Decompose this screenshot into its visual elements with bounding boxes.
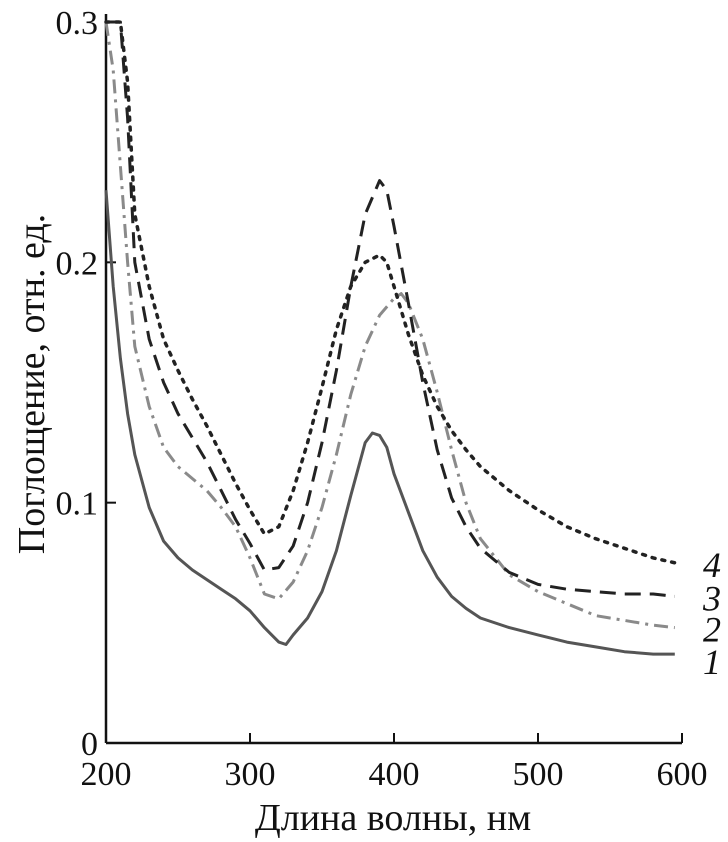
series-4-label: 4 xyxy=(703,545,721,585)
series-1-label: 1 xyxy=(703,642,721,682)
y-axis-title: Поглощение, отн. ед. xyxy=(11,214,53,554)
series-3-label: 3 xyxy=(702,578,721,618)
x-axis-title: Длина волны, нм xyxy=(255,797,531,839)
series-layer xyxy=(104,20,677,656)
x-tick-label-500: 500 xyxy=(513,756,564,793)
y-tick-label-0.3: 0.3 xyxy=(56,5,99,42)
y-tick-label-0.2: 0.2 xyxy=(56,245,99,282)
series-2-line xyxy=(104,21,675,630)
x-tick-label-400: 400 xyxy=(369,756,420,793)
y-tick-label-0.1: 0.1 xyxy=(56,486,99,523)
x-tick-label-600: 600 xyxy=(657,756,708,793)
x-tick-label-300: 300 xyxy=(225,756,276,793)
y-tick-label-0: 0 xyxy=(81,726,98,763)
series-3-line xyxy=(106,20,675,598)
series-2-label: 2 xyxy=(703,610,721,650)
axes: 200 300 400 500 600 0 0.1 0.2 0.3 xyxy=(56,5,708,793)
series-4-line xyxy=(104,20,677,565)
series-1-line xyxy=(104,190,675,656)
x-tick-label-200: 200 xyxy=(81,756,132,793)
